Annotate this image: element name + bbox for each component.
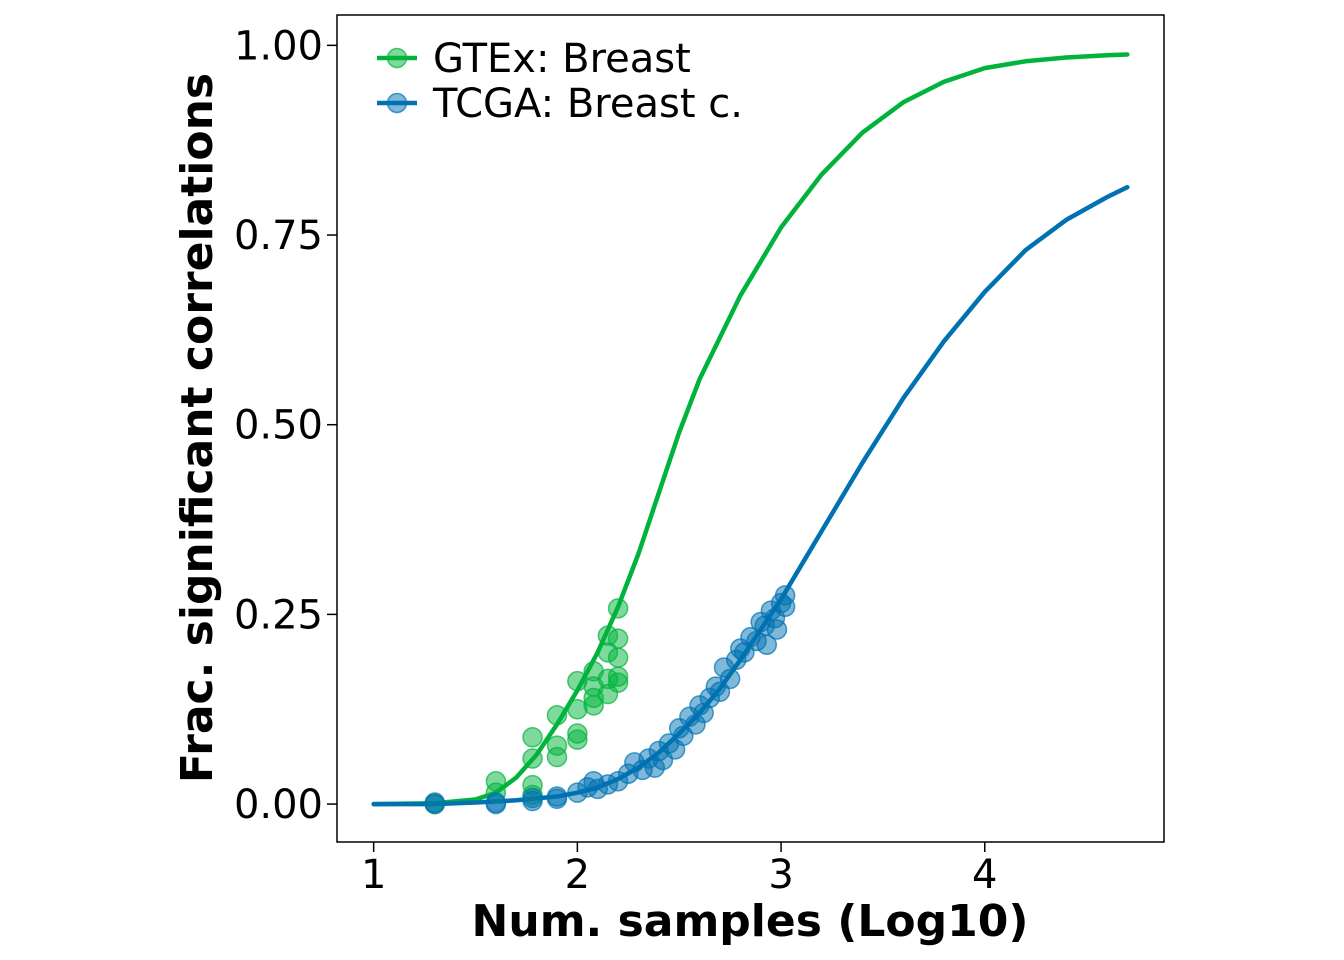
data-point-series-1 [607,647,629,668]
y-tick-label: 0.50 [234,403,323,449]
y-tick-label: 1.00 [234,23,323,69]
fit-curve-series-1 [371,52,1130,807]
data-points [424,585,796,815]
x-axis-title: Num. samples (Log10) [472,896,1029,947]
x-tick-label: 3 [768,852,793,898]
legend-marker [386,92,408,114]
data-point-series-2 [756,634,778,655]
legend-label: TCGA: Breast c. [432,81,743,127]
data-point-series-1 [567,729,588,750]
x-axis: 1 2 3 4 [361,842,997,898]
plot-area [336,14,1165,843]
data-point-series-2 [774,596,796,618]
y-tick-label: 0.25 [234,592,323,638]
data-point-series-2 [522,787,543,809]
data-point-series-1 [546,746,568,768]
data-point-series-1 [583,695,604,716]
data-point-series-1 [522,727,543,748]
data-point-series-2 [546,788,568,810]
data-point-series-2 [424,792,446,813]
y-axis-title: Frac. significant correlations [172,73,223,783]
data-point-series-2 [485,792,507,813]
x-tick-label: 2 [565,852,590,898]
data-point-series-2 [719,668,741,690]
data-point-series-1 [522,748,543,769]
x-tick-label: 1 [361,852,386,898]
data-point-series-2 [766,619,788,640]
legend-label: GTEx: Breast [433,36,691,82]
y-axis: 0.00 0.25 0.50 0.75 1.00 [234,23,337,828]
data-point-series-1 [546,705,568,726]
y-tick-label: 0.75 [234,213,323,259]
legend-marker [386,47,408,69]
y-tick-label: 0.00 [234,782,323,828]
data-point-series-1 [607,598,629,619]
data-point-series-1 [607,672,629,693]
x-tick-label: 4 [972,852,997,898]
data-point-series-1 [607,628,629,649]
